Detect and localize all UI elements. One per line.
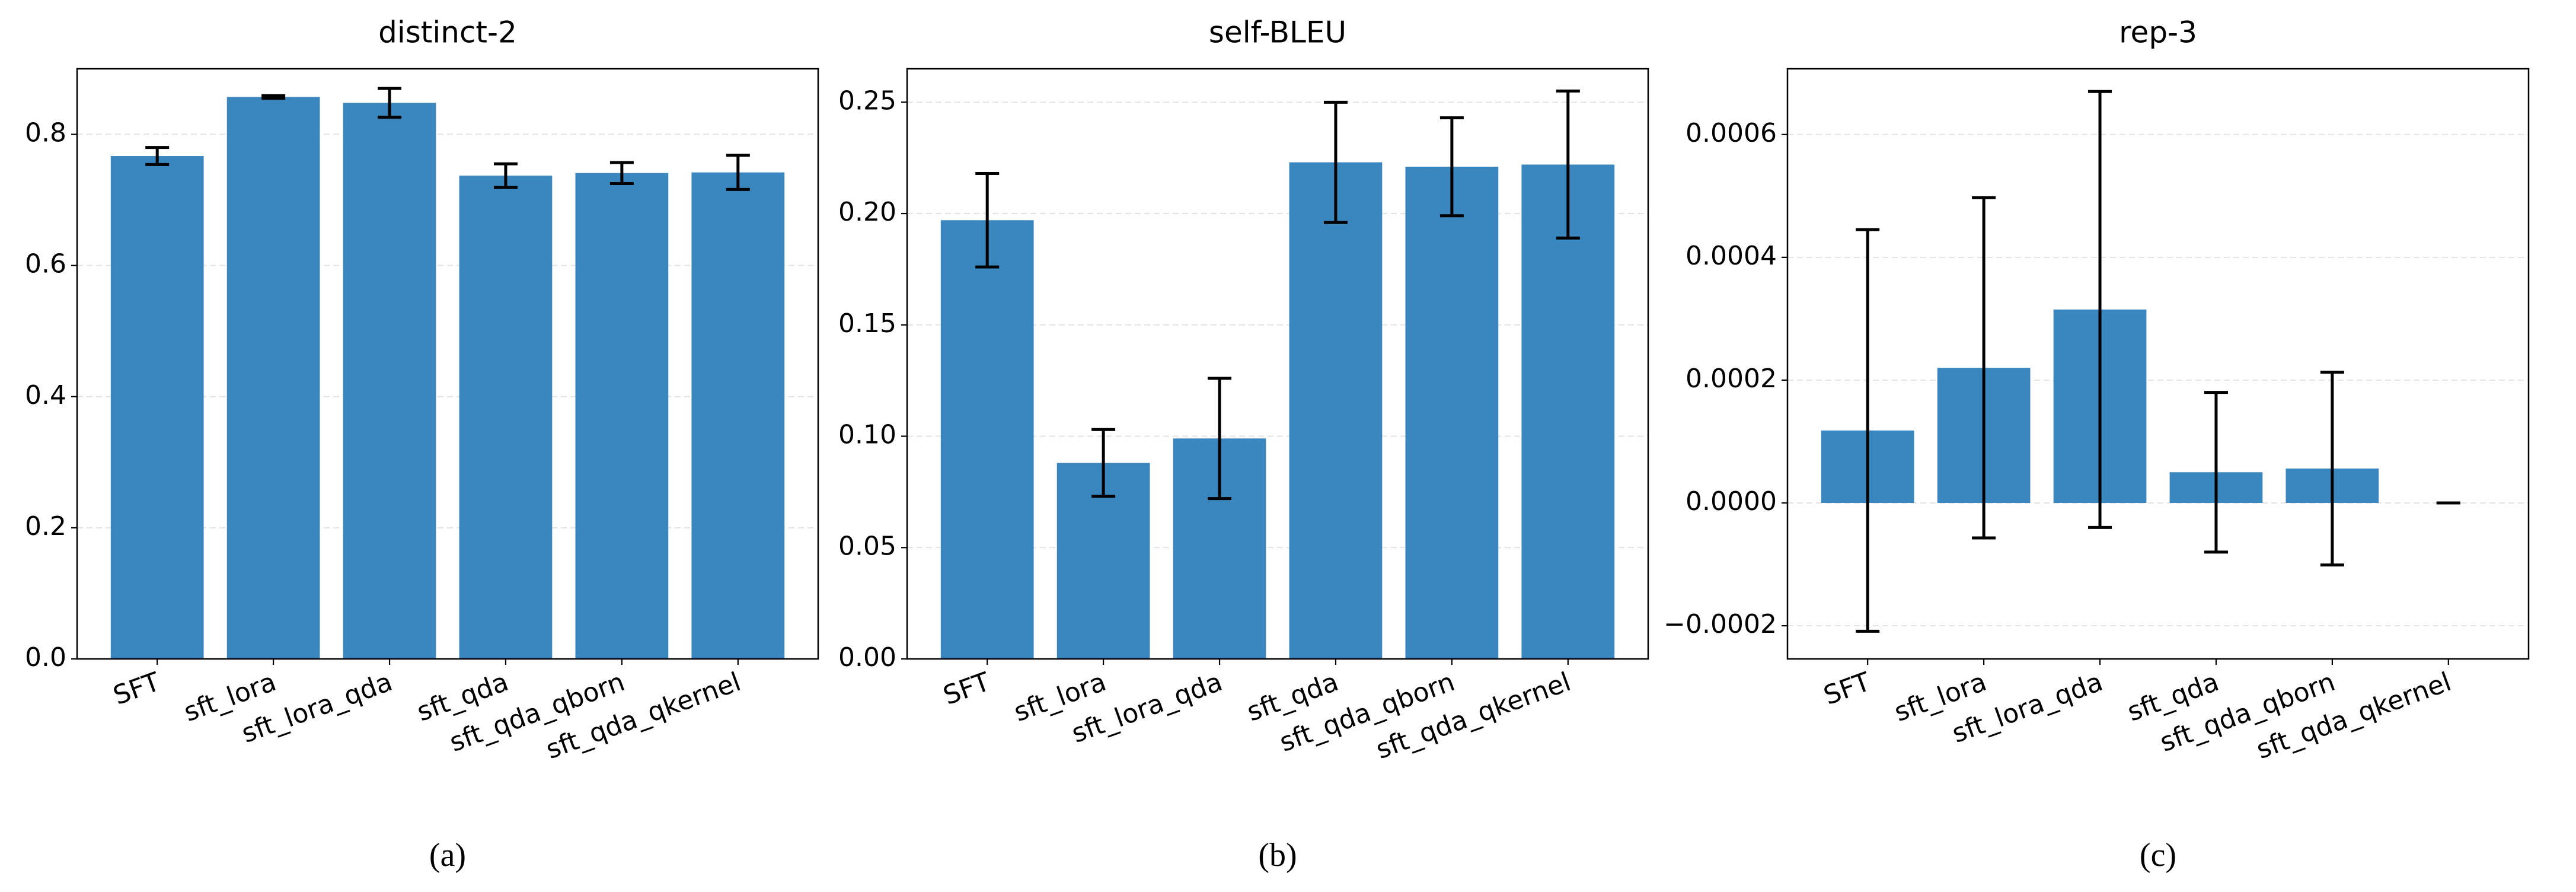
y-tick-label: 0.20 bbox=[838, 197, 896, 227]
y-tick-label: 0.0000 bbox=[1686, 486, 1777, 517]
y-tick-label: 0.15 bbox=[838, 308, 896, 339]
error-bar bbox=[145, 146, 170, 166]
error-bar bbox=[2088, 90, 2112, 529]
y-tick-label: 0.2 bbox=[25, 511, 66, 541]
bar bbox=[691, 172, 785, 660]
y-tick-label: 0.05 bbox=[838, 531, 896, 561]
caption: (b) bbox=[1258, 837, 1297, 874]
error-bar bbox=[493, 162, 518, 189]
error-bar bbox=[378, 87, 402, 119]
error-bar bbox=[1972, 196, 1996, 540]
error-bar bbox=[1208, 377, 1232, 501]
y-tick-label: 0.00 bbox=[838, 642, 896, 673]
x-tick-label: sft_qda_qkernel bbox=[1372, 667, 1575, 765]
y-tick-label: 0.10 bbox=[838, 420, 896, 450]
bar bbox=[1521, 164, 1615, 659]
y-tick-label: 0.4 bbox=[25, 380, 66, 410]
y-tick-label: 0.0004 bbox=[1686, 241, 1777, 271]
y-tick-label: 0.6 bbox=[25, 249, 66, 279]
bar bbox=[1405, 167, 1499, 660]
y-tick-label: −0.0002 bbox=[1664, 609, 1777, 639]
error-bar bbox=[975, 171, 1000, 269]
bar bbox=[226, 97, 320, 660]
x-tick-label: SFT bbox=[939, 667, 994, 711]
error-bar bbox=[1556, 90, 1580, 240]
error-bar bbox=[1091, 428, 1116, 498]
bar bbox=[1289, 162, 1383, 659]
x-tick-label: sft_qda_qkernel bbox=[542, 667, 745, 765]
axes-frame bbox=[76, 68, 819, 660]
y-tick-label: 0.8 bbox=[25, 118, 66, 148]
bar bbox=[575, 173, 669, 659]
error-bar bbox=[1439, 116, 1464, 218]
bar bbox=[110, 156, 204, 659]
axes-frame bbox=[1786, 68, 2530, 660]
error-bar bbox=[2320, 370, 2344, 567]
axes-frame bbox=[906, 68, 1649, 660]
y-tick-label: 0.0 bbox=[25, 642, 66, 673]
x-tick-label: SFT bbox=[109, 667, 164, 711]
caption: (c) bbox=[2140, 837, 2176, 874]
caption: (a) bbox=[429, 837, 466, 874]
x-tick-label: SFT bbox=[1820, 667, 1874, 711]
error-bar bbox=[726, 154, 750, 191]
error-bar bbox=[609, 161, 634, 185]
bar bbox=[343, 103, 436, 659]
chart-title: self-BLEU bbox=[1209, 15, 1346, 50]
bar bbox=[459, 176, 553, 659]
y-tick-label: 0.25 bbox=[838, 85, 896, 116]
error-bar bbox=[1323, 100, 1348, 224]
y-tick-label: 0.0006 bbox=[1686, 118, 1777, 148]
x-tick-label: sft_qda_qkernel bbox=[2252, 667, 2455, 765]
y-tick-label: 0.0002 bbox=[1686, 364, 1777, 394]
error-bar bbox=[2204, 391, 2228, 554]
chart-title: distinct-2 bbox=[378, 15, 517, 50]
error-bar bbox=[1856, 228, 1880, 633]
bar bbox=[940, 220, 1034, 659]
error-bar bbox=[261, 94, 286, 100]
chart-title: rep-3 bbox=[2119, 15, 2197, 50]
